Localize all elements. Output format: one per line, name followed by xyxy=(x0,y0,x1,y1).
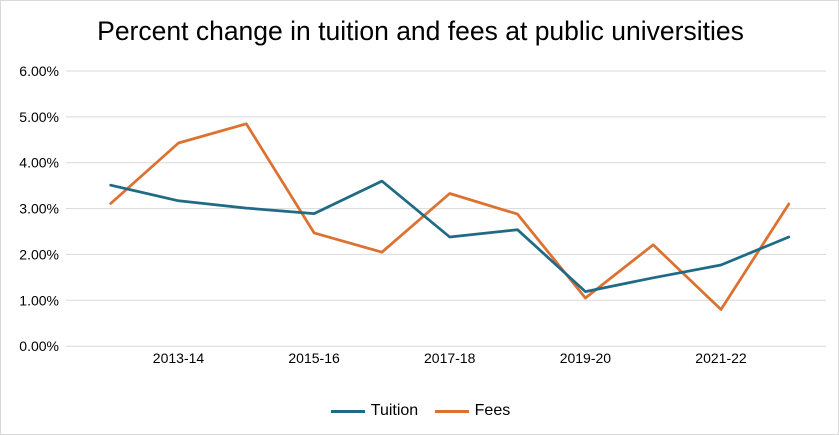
svg-text:0.00%: 0.00% xyxy=(19,338,59,354)
svg-text:5.00%: 5.00% xyxy=(19,109,59,125)
svg-text:2017-18: 2017-18 xyxy=(424,350,476,366)
svg-text:6.00%: 6.00% xyxy=(19,63,59,79)
svg-text:2021-22: 2021-22 xyxy=(695,350,747,366)
svg-text:1.00%: 1.00% xyxy=(19,292,59,308)
svg-text:3.00%: 3.00% xyxy=(19,201,59,217)
svg-text:2013-14: 2013-14 xyxy=(153,350,205,366)
svg-text:2.00%: 2.00% xyxy=(19,246,59,262)
svg-text:4.00%: 4.00% xyxy=(19,155,59,171)
svg-text:2015-16: 2015-16 xyxy=(288,350,340,366)
svg-text:2019-20: 2019-20 xyxy=(560,350,612,366)
